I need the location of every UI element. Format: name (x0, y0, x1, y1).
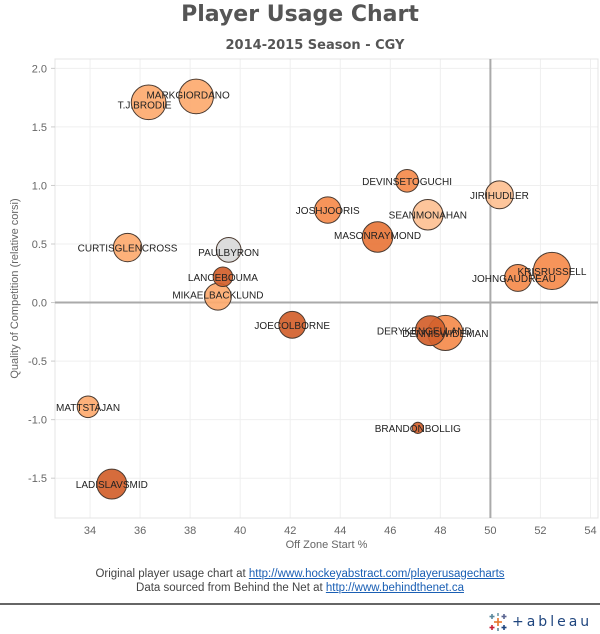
footer-line-2: Data sourced from Behind the Net at http… (0, 582, 600, 594)
bubble-brandonbollig[interactable] (411, 421, 424, 434)
label-derykengelland: DERYKENGELLAND (377, 327, 472, 338)
plot-frame (54, 58, 599, 519)
bubble-krisrussell[interactable] (532, 251, 572, 291)
reference-lines (55, 59, 598, 518)
x-tick-label: 54 (584, 525, 596, 537)
label-curtisglencross: CURTISGLENCROSS (78, 244, 178, 255)
bubble-seanmonahan[interactable] (412, 199, 444, 231)
bubble-joshjooris[interactable] (314, 196, 342, 224)
label-krisrussell: KRISRUSSELL (517, 267, 586, 278)
x-tick-label: 40 (234, 525, 246, 537)
x-tick-label: 34 (84, 525, 96, 537)
x-tick-label: 46 (384, 525, 396, 537)
bubble-devinsetoguchi[interactable] (395, 168, 419, 193)
bubble-curtisglencross[interactable] (112, 232, 143, 263)
label-masonraymond: MASONRAYMOND (334, 231, 421, 242)
bubble-derykengelland[interactable] (414, 315, 446, 347)
bubble-tjbrodie[interactable] (130, 84, 167, 121)
footer-divider (0, 603, 600, 605)
y-tick-label: 1.0 (32, 180, 47, 192)
label-markgiordano: MARKGIORDANO (146, 90, 230, 101)
x-tick-label: 48 (434, 525, 446, 537)
y-tick-label: -1.5 (28, 473, 47, 485)
chart-subtitle: 2014-2015 Season - CGY (225, 38, 405, 53)
label-denniswideman: DENNISWIDEMAN (402, 329, 488, 340)
bubble-markgiordano[interactable] (178, 78, 214, 115)
y-tick-label: 0.5 (32, 239, 47, 251)
label-joshjooris: JOSHJOORIS (296, 206, 360, 217)
x-tick-label: 38 (184, 525, 196, 537)
x-tick-label: 36 (134, 525, 146, 537)
label-mattstajan: MATTSTAJAN (56, 403, 120, 414)
y-tick-label: 1.5 (32, 122, 47, 134)
y-axis-title: Quality of Competition (relative corsi) (9, 198, 21, 378)
x-axis-ticks: 34 36 38 40 42 44 46 48 50 52 54 (84, 525, 597, 537)
x-tick-label: 50 (484, 525, 496, 537)
bubble-masonraymond[interactable] (361, 221, 394, 253)
label-ladislavsmid: LADISLAVSMID (76, 480, 148, 491)
label-johngaudreau: JOHNGAUDREAU (472, 274, 556, 285)
bubble-jirihudler[interactable] (484, 180, 514, 210)
hockeyabstract-link[interactable]: http://www.hockeyabstract.com/playerusag… (248, 568, 505, 580)
footer-line-1: Original player usage chart at http://ww… (0, 568, 600, 580)
bubble-joecolborne[interactable] (278, 310, 307, 339)
y-tick-label: -1.0 (28, 415, 47, 427)
footer-text-1: Original player usage chart at (95, 568, 249, 580)
label-lancebouma: LANCEBOUMA (188, 273, 258, 284)
bubble-paulbyron[interactable] (215, 236, 242, 263)
bubble-lancebouma[interactable] (212, 266, 234, 288)
bubble-ladislavsmid[interactable] (96, 468, 128, 500)
bubble-johngaudreau[interactable] (504, 264, 532, 292)
tableau-brand[interactable]: +ableau (488, 613, 592, 631)
label-mikaelbacklund: MIKAELBACKLUND (172, 291, 263, 302)
label-jirihudler: JIRIHUDLER (470, 191, 529, 202)
tableau-logo-icon (489, 613, 507, 631)
footer-text-2: Data sourced from Behind the Net at (136, 582, 326, 594)
y-tick-label: 0.0 (32, 298, 47, 310)
chart-title: Player Usage Chart (181, 2, 419, 27)
label-seanmonahan: SEANMONAHAN (389, 211, 467, 222)
label-tjbrodie: T.J.BRODIE (118, 100, 172, 111)
x-tick-label: 52 (534, 525, 546, 537)
label-brandonbollig: BRANDONBOLLIG (375, 424, 461, 435)
x-tick-label: 42 (284, 525, 296, 537)
y-tick-label: -0.5 (28, 356, 47, 368)
scatter-chart: -1.5 -1.0 -0.5 0.0 0.5 1.0 1.5 2.0 34 36 38 40 42 44… (9, 58, 599, 551)
bubbles (76, 78, 572, 500)
y-tick-label: 2.0 (32, 63, 47, 75)
y-axis-ticks: -1.5 -1.0 -0.5 0.0 0.5 1.0 1.5 2.0 (28, 63, 55, 485)
x-axis-title: Off Zone Start % (286, 539, 368, 551)
label-paulbyron: PAULBYRON (198, 248, 259, 259)
tableau-wordmark: +ableau (512, 614, 593, 630)
label-devinsetoguchi: DEVINSETOGUCHI (362, 177, 452, 188)
label-joecolborne: JOECOLBORNE (254, 321, 330, 332)
bubble-mattstajan[interactable] (76, 395, 100, 419)
x-tick-label: 44 (334, 525, 346, 537)
behindthenet-link[interactable]: http://www.behindthenet.ca (325, 582, 464, 594)
